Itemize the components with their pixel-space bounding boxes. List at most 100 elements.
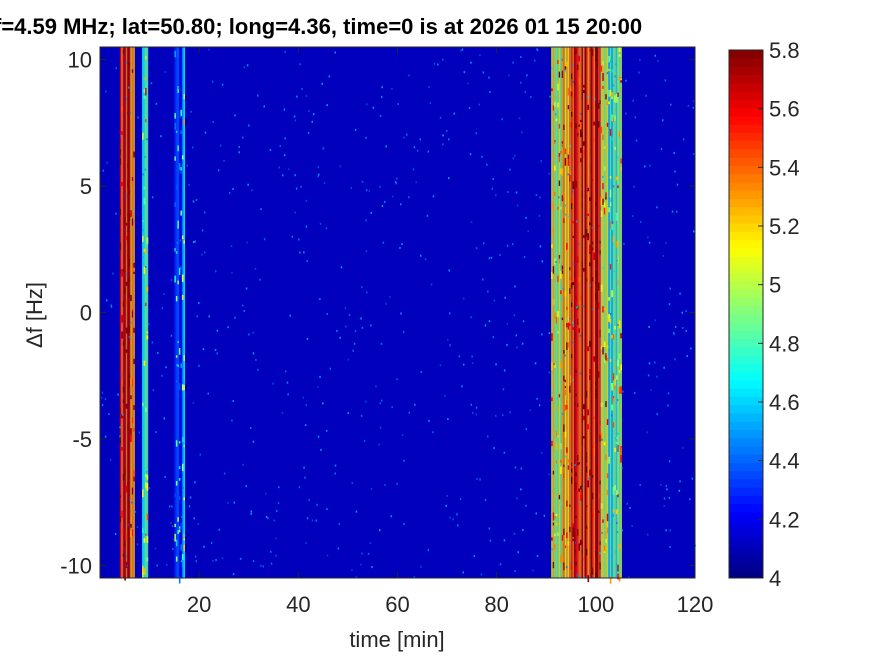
colorbar-segment (729, 50, 763, 59)
colorbar-segment (729, 347, 763, 356)
colorbar-segment (729, 132, 763, 142)
x-tick-label: 40 (286, 592, 310, 617)
x-tick-label: 60 (385, 592, 409, 617)
colorbar-segment (729, 83, 763, 92)
x-tick-label: 80 (484, 592, 508, 617)
colorbar-segment (729, 231, 763, 241)
chart-title: f=4.59 MHz; lat=50.80; long=4.36, time=0… (0, 14, 643, 39)
heatmap-band-1 (142, 47, 149, 579)
colorbar-tick-label: 5.8 (769, 38, 800, 63)
colorbar-segment (729, 553, 763, 562)
colorbar-segment (729, 248, 763, 257)
y-axis-label: Δf [Hz] (22, 282, 47, 348)
colorbar-segment (729, 116, 763, 125)
colorbar-segment (729, 157, 763, 166)
colorbar-segment (729, 305, 763, 315)
colorbar-segment (729, 206, 763, 216)
colorbar-segment (729, 124, 763, 133)
y-tick-label: 0 (80, 301, 92, 326)
colorbar-segment (729, 545, 763, 554)
x-tick-label: 20 (187, 592, 211, 617)
y-tick-label: -5 (72, 427, 92, 452)
colorbar-segment (729, 495, 763, 505)
colorbar-tick-label: 4.6 (769, 390, 800, 415)
colorbar-frame (728, 49, 764, 579)
colorbar-segment (729, 561, 763, 571)
colorbar-segment (729, 363, 763, 373)
colorbar-segment (729, 190, 763, 199)
colorbar-segment (729, 338, 763, 348)
colorbar-segment (729, 165, 763, 175)
colorbar-segment (729, 437, 763, 447)
colorbar-segment (729, 487, 763, 496)
colorbar-segment (729, 503, 763, 513)
colorbar-segment (729, 569, 763, 579)
colorbar-tick-label: 5.2 (769, 214, 800, 239)
x-tick-label: 100 (577, 592, 614, 617)
colorbar-segment (729, 289, 763, 298)
colorbar-segment (729, 149, 763, 158)
colorbar-segment (729, 355, 763, 364)
heatmap-band-2 (174, 47, 185, 584)
colorbar-segment (729, 198, 763, 208)
colorbar-segment (729, 520, 763, 529)
colorbar-segment (729, 413, 763, 422)
colorbar-tick-label: 4 (769, 566, 781, 591)
colorbar-segment (729, 91, 763, 100)
colorbar-segment (729, 421, 763, 430)
colorbar-tick-label: 5 (769, 273, 781, 298)
colorbar-segment (729, 404, 763, 414)
colorbar-segment (729, 429, 763, 439)
x-tick-label: 120 (677, 592, 714, 617)
colorbar-segment (729, 479, 763, 488)
heatmap-band-0 (119, 47, 135, 581)
colorbar-segment (729, 454, 763, 463)
colorbar-segment (729, 215, 763, 224)
colorbar-segment (729, 470, 763, 480)
colorbar-segment (729, 272, 763, 282)
colorbar-segment (729, 388, 763, 397)
colorbar-segment (729, 264, 763, 274)
colorbar-segment (729, 107, 763, 117)
plot-area (100, 47, 697, 584)
colorbar-segment (729, 256, 763, 265)
colorbar-segment (729, 58, 763, 67)
colorbar-segment (729, 371, 763, 381)
colorbar-segment (729, 314, 763, 323)
axes: 20 40 60 80 100 120 10 5 0 -5 -10 (60, 46, 714, 617)
colorbar-segment (729, 66, 763, 76)
colorbar-tick-label: 4.4 (769, 449, 800, 474)
heatmap-band-3 (551, 47, 573, 578)
colorbar-segment (729, 239, 763, 249)
y-tick-label: -10 (60, 553, 92, 578)
colorbar-segment (729, 173, 763, 183)
colorbar-segment (729, 536, 763, 546)
colorbar-segment (729, 99, 763, 109)
y-tick-label: 10 (68, 48, 92, 73)
colorbar-segment (729, 380, 763, 389)
colorbar-segment (729, 330, 763, 340)
colorbar-segment (729, 462, 763, 472)
y-tick-label: 5 (80, 174, 92, 199)
colorbar-segment (729, 182, 763, 191)
colorbar-segment (729, 297, 763, 307)
colorbar-segment (729, 446, 763, 455)
colorbar-tick-label: 5.4 (769, 155, 800, 180)
colorbar-segment (729, 396, 763, 406)
heatmap-band-5 (600, 47, 622, 584)
colorbar-segment (729, 281, 763, 290)
colorbar-tick-label: 5.6 (769, 97, 800, 122)
colorbar-segment (729, 322, 763, 331)
colorbar-segment (729, 512, 763, 521)
colorbar: 5.8 5.6 5.4 5.2 5 4.8 4.6 4.4 4.2 4 (728, 38, 800, 591)
colorbar-tick-label: 4.2 (769, 507, 800, 532)
colorbar-segment (729, 223, 763, 232)
heatmap-band-4 (571, 47, 602, 583)
x-axis-label: time [min] (349, 627, 444, 652)
colorbar-segment (729, 74, 763, 84)
heatmap-noise (101, 48, 697, 579)
colorbar-tick-label: 4.8 (769, 331, 800, 356)
colorbar-segment (729, 528, 763, 538)
